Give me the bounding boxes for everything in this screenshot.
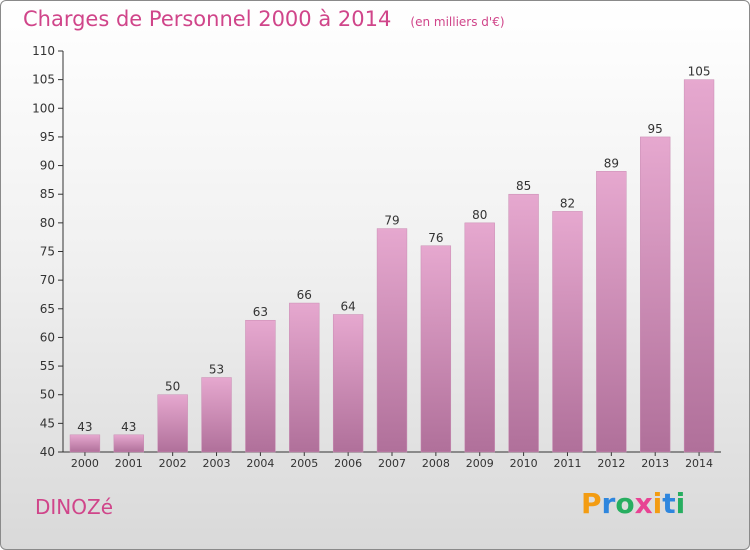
x-tick-label: 2009 <box>466 457 494 470</box>
chart-title: Charges de Personnel 2000 à 2014 <box>23 7 392 31</box>
data-label: 64 <box>340 300 355 314</box>
bar <box>683 79 715 453</box>
proxiti-logo: Proxiti <box>581 487 685 520</box>
data-label: 43 <box>77 420 92 434</box>
y-tick-label: 40 <box>40 445 55 459</box>
data-label: 95 <box>648 122 663 136</box>
data-label: 89 <box>604 156 619 170</box>
bar <box>640 136 671 453</box>
x-tick-label: 2008 <box>422 457 450 470</box>
x-tick-label: 2000 <box>71 457 99 470</box>
bar <box>69 434 101 453</box>
bar <box>464 222 495 453</box>
y-tick-label: 55 <box>40 359 55 373</box>
commune-name: DINOZé <box>35 495 114 519</box>
bar <box>376 228 408 453</box>
x-tick-label: 2013 <box>641 457 669 470</box>
y-tick-label: 70 <box>40 273 55 287</box>
y-tick-label: 85 <box>40 187 55 201</box>
logo-letter: i <box>652 487 663 520</box>
x-tick-label: 2002 <box>159 457 187 470</box>
data-label: 50 <box>165 380 180 394</box>
x-tick-label: 2014 <box>685 457 713 470</box>
data-label: 53 <box>209 363 224 377</box>
x-tick-label: 2003 <box>203 457 231 470</box>
logo-letter: r <box>601 487 616 520</box>
bar <box>157 394 188 453</box>
logo-letter: x <box>634 487 653 520</box>
bar <box>596 171 627 453</box>
y-tick-label: 75 <box>40 245 55 259</box>
y-tick-label: 65 <box>40 302 55 316</box>
y-tick-label: 110 <box>32 44 55 58</box>
x-tick-label: 2012 <box>597 457 625 470</box>
data-label: 43 <box>121 420 136 434</box>
x-tick-label: 2011 <box>553 457 581 470</box>
data-label: 66 <box>297 288 312 302</box>
data-label: 63 <box>253 305 268 319</box>
x-tick-label: 2007 <box>378 457 406 470</box>
logo-letter: o <box>615 487 635 520</box>
bars <box>69 79 715 453</box>
bar <box>332 314 364 453</box>
y-tick-label: 45 <box>40 416 55 430</box>
x-tick-label: 2001 <box>115 457 143 470</box>
logo-letter: i <box>675 487 686 520</box>
data-label: 80 <box>472 208 487 222</box>
y-tick-label: 80 <box>40 216 55 230</box>
y-tick-label: 90 <box>40 159 55 173</box>
y-tick-label: 50 <box>40 388 55 402</box>
data-label: 79 <box>384 214 399 228</box>
bar <box>245 319 276 453</box>
logo-letter: t <box>662 487 676 520</box>
title-row: Charges de Personnel 2000 à 2014 (en mil… <box>23 7 505 31</box>
x-tick-label: 2006 <box>334 457 362 470</box>
data-labels: 43 43 50 53 63 66 64 79 76 80 85 82 89 95 105 <box>77 65 710 434</box>
data-label: 82 <box>560 196 575 210</box>
chart-subtitle: (en milliers d'€) <box>410 15 505 29</box>
y-tick-label: 60 <box>40 330 55 344</box>
bar <box>508 193 539 453</box>
bar <box>201 377 232 453</box>
y-axis: 40 45 50 55 60 65 70 75 80 85 90 95 100 105 110 <box>32 44 64 459</box>
logo-letter: P <box>581 487 602 520</box>
data-label: 105 <box>688 65 711 79</box>
y-tick-label: 105 <box>32 73 55 87</box>
bar <box>420 245 452 453</box>
y-tick-label: 100 <box>32 101 55 115</box>
x-axis: 2000 2001 2002 2003 2004 2005 2006 2007 2008 2009… <box>63 451 721 470</box>
x-tick-label: 2005 <box>290 457 318 470</box>
bar <box>552 211 583 453</box>
data-label: 76 <box>428 231 443 245</box>
x-tick-label: 2010 <box>510 457 538 470</box>
y-tick-label: 95 <box>40 130 55 144</box>
bar <box>289 302 320 453</box>
bar <box>113 434 144 453</box>
x-tick-label: 2004 <box>246 457 274 470</box>
data-label: 85 <box>516 179 531 193</box>
